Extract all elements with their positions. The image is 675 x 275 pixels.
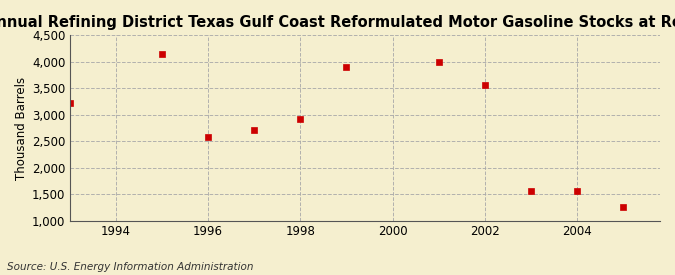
Title: Annual Refining District Texas Gulf Coast Reformulated Motor Gasoline Stocks at : Annual Refining District Texas Gulf Coas… (0, 15, 675, 30)
Text: Source: U.S. Energy Information Administration: Source: U.S. Energy Information Administ… (7, 262, 253, 272)
Y-axis label: Thousand Barrels: Thousand Barrels (15, 76, 28, 180)
